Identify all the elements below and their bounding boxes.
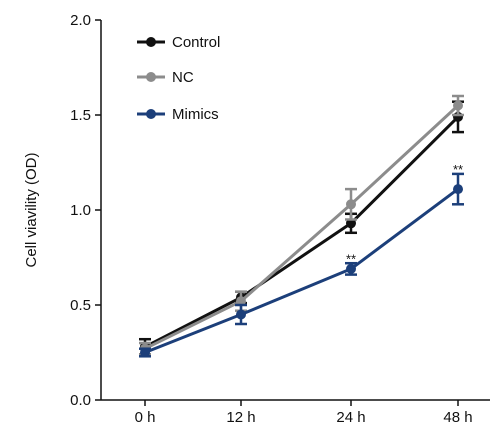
data-point [346, 263, 356, 274]
series-control [139, 100, 464, 356]
legend-label: NC [172, 69, 194, 86]
x-tick-label: 0 h [135, 409, 156, 425]
y-tick-label: 0.5 [70, 297, 91, 314]
data-point [236, 296, 246, 307]
series-line [144, 115, 460, 349]
y-ticks: 0.0 0.5 1.0 1.5 2.0 [70, 12, 101, 409]
y-tick-label: 2.0 [70, 12, 91, 29]
series-line [144, 104, 460, 351]
legend-label: Control [172, 34, 220, 51]
x-tick-label: 48 h [443, 409, 472, 425]
y-axis-title: Cell viavility (OD) [23, 152, 40, 267]
data-point [140, 347, 150, 358]
x-tick-label: 24 h [336, 409, 365, 425]
legend-marker [146, 109, 156, 119]
y-tick-label: 0.0 [70, 392, 91, 409]
data-point [453, 184, 463, 195]
significance-label: ** [346, 251, 356, 266]
y-tick-label: 1.0 [70, 202, 91, 219]
legend-marker [146, 37, 156, 47]
significance-label: ** [453, 162, 463, 177]
series-mimics [139, 172, 464, 358]
data-point [346, 199, 356, 210]
series-layer [139, 94, 464, 358]
legend-label: Mimics [172, 106, 219, 123]
y-tick-label: 1.5 [70, 107, 91, 124]
legend-marker [146, 72, 156, 82]
x-ticks: 0 h 12 h 24 h 48 h [135, 400, 473, 425]
legend: Control NC Mimics [137, 34, 220, 123]
series-nc [139, 94, 464, 356]
series-line [144, 187, 459, 354]
data-point [453, 100, 463, 111]
data-point [236, 309, 246, 320]
x-tick-label: 12 h [226, 409, 255, 425]
data-point [346, 218, 356, 229]
annotations: ** ** [346, 162, 463, 266]
